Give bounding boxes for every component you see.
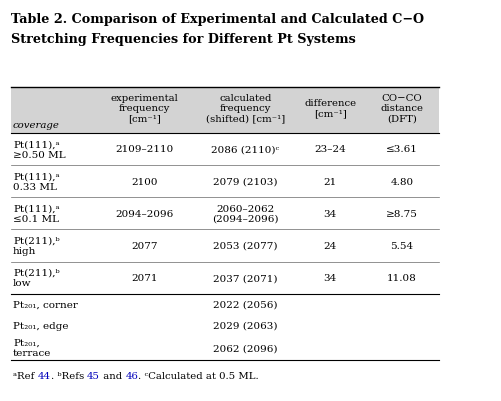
Text: ≥8.75: ≥8.75 [385, 209, 417, 218]
Text: ᵃRef: ᵃRef [13, 371, 38, 380]
Text: Pt(111),ᵃ
0.33 ML: Pt(111),ᵃ 0.33 ML [13, 172, 60, 191]
Text: 46: 46 [125, 371, 138, 380]
Text: 5.54: 5.54 [389, 241, 413, 250]
Text: 2071: 2071 [131, 273, 157, 282]
Text: 2022 (2056): 2022 (2056) [213, 300, 277, 309]
Text: Table 2. Comparison of Experimental and Calculated C−O: Table 2. Comparison of Experimental and … [11, 13, 423, 26]
Text: 34: 34 [323, 209, 336, 218]
Text: 4.80: 4.80 [389, 177, 413, 186]
Text: calculated
frequency
(shifted) [cm⁻¹]: calculated frequency (shifted) [cm⁻¹] [205, 93, 285, 124]
Text: 11.08: 11.08 [386, 273, 416, 282]
Text: Pt(111),ᵃ
≥0.50 ML: Pt(111),ᵃ ≥0.50 ML [13, 140, 66, 159]
Text: coverage: coverage [13, 121, 60, 130]
Text: 2094–2096: 2094–2096 [115, 209, 173, 218]
Text: Pt(211),ᵇ
low: Pt(211),ᵇ low [13, 268, 60, 288]
Text: 45: 45 [87, 371, 100, 380]
Text: 23–24: 23–24 [314, 145, 346, 154]
Text: Pt(111),ᵃ
≤0.1 ML: Pt(111),ᵃ ≤0.1 ML [13, 204, 60, 223]
Text: 2037 (2071): 2037 (2071) [213, 273, 277, 282]
Text: ≤3.61: ≤3.61 [385, 145, 417, 154]
Text: CO−CO
distance
(DFT): CO−CO distance (DFT) [380, 93, 422, 124]
Text: Pt₂₀₁, edge: Pt₂₀₁, edge [13, 321, 69, 330]
Text: . ᶜCalculated at 0.5 ML.: . ᶜCalculated at 0.5 ML. [138, 371, 259, 380]
Text: 2029 (2063): 2029 (2063) [213, 321, 277, 330]
Text: 2109–2110: 2109–2110 [115, 145, 173, 154]
Text: 2079 (2103): 2079 (2103) [213, 177, 277, 186]
Text: 34: 34 [323, 273, 336, 282]
Text: Pt(211),ᵇ
high: Pt(211),ᵇ high [13, 236, 60, 255]
Text: Stretching Frequencies for Different Pt Systems: Stretching Frequencies for Different Pt … [11, 32, 355, 45]
Text: and: and [100, 371, 125, 380]
Text: difference
[cm⁻¹]: difference [cm⁻¹] [304, 99, 356, 118]
Text: . ᵇRefs: . ᵇRefs [51, 371, 87, 380]
Text: 2062 (2096): 2062 (2096) [213, 343, 277, 352]
Text: 2060–2062
(2094–2096): 2060–2062 (2094–2096) [212, 204, 278, 223]
Text: 2100: 2100 [131, 177, 157, 186]
Text: Pt₂₀₁,
terrace: Pt₂₀₁, terrace [13, 338, 51, 357]
Text: 2053 (2077): 2053 (2077) [213, 241, 277, 250]
Text: 21: 21 [323, 177, 336, 186]
Text: 2086 (2110)ᶜ: 2086 (2110)ᶜ [211, 145, 279, 154]
Text: 44: 44 [38, 371, 51, 380]
Text: 2077: 2077 [131, 241, 157, 250]
Text: 24: 24 [323, 241, 336, 250]
Text: Pt₂₀₁, corner: Pt₂₀₁, corner [13, 300, 78, 309]
Text: experimental
frequency
[cm⁻¹]: experimental frequency [cm⁻¹] [111, 93, 178, 124]
